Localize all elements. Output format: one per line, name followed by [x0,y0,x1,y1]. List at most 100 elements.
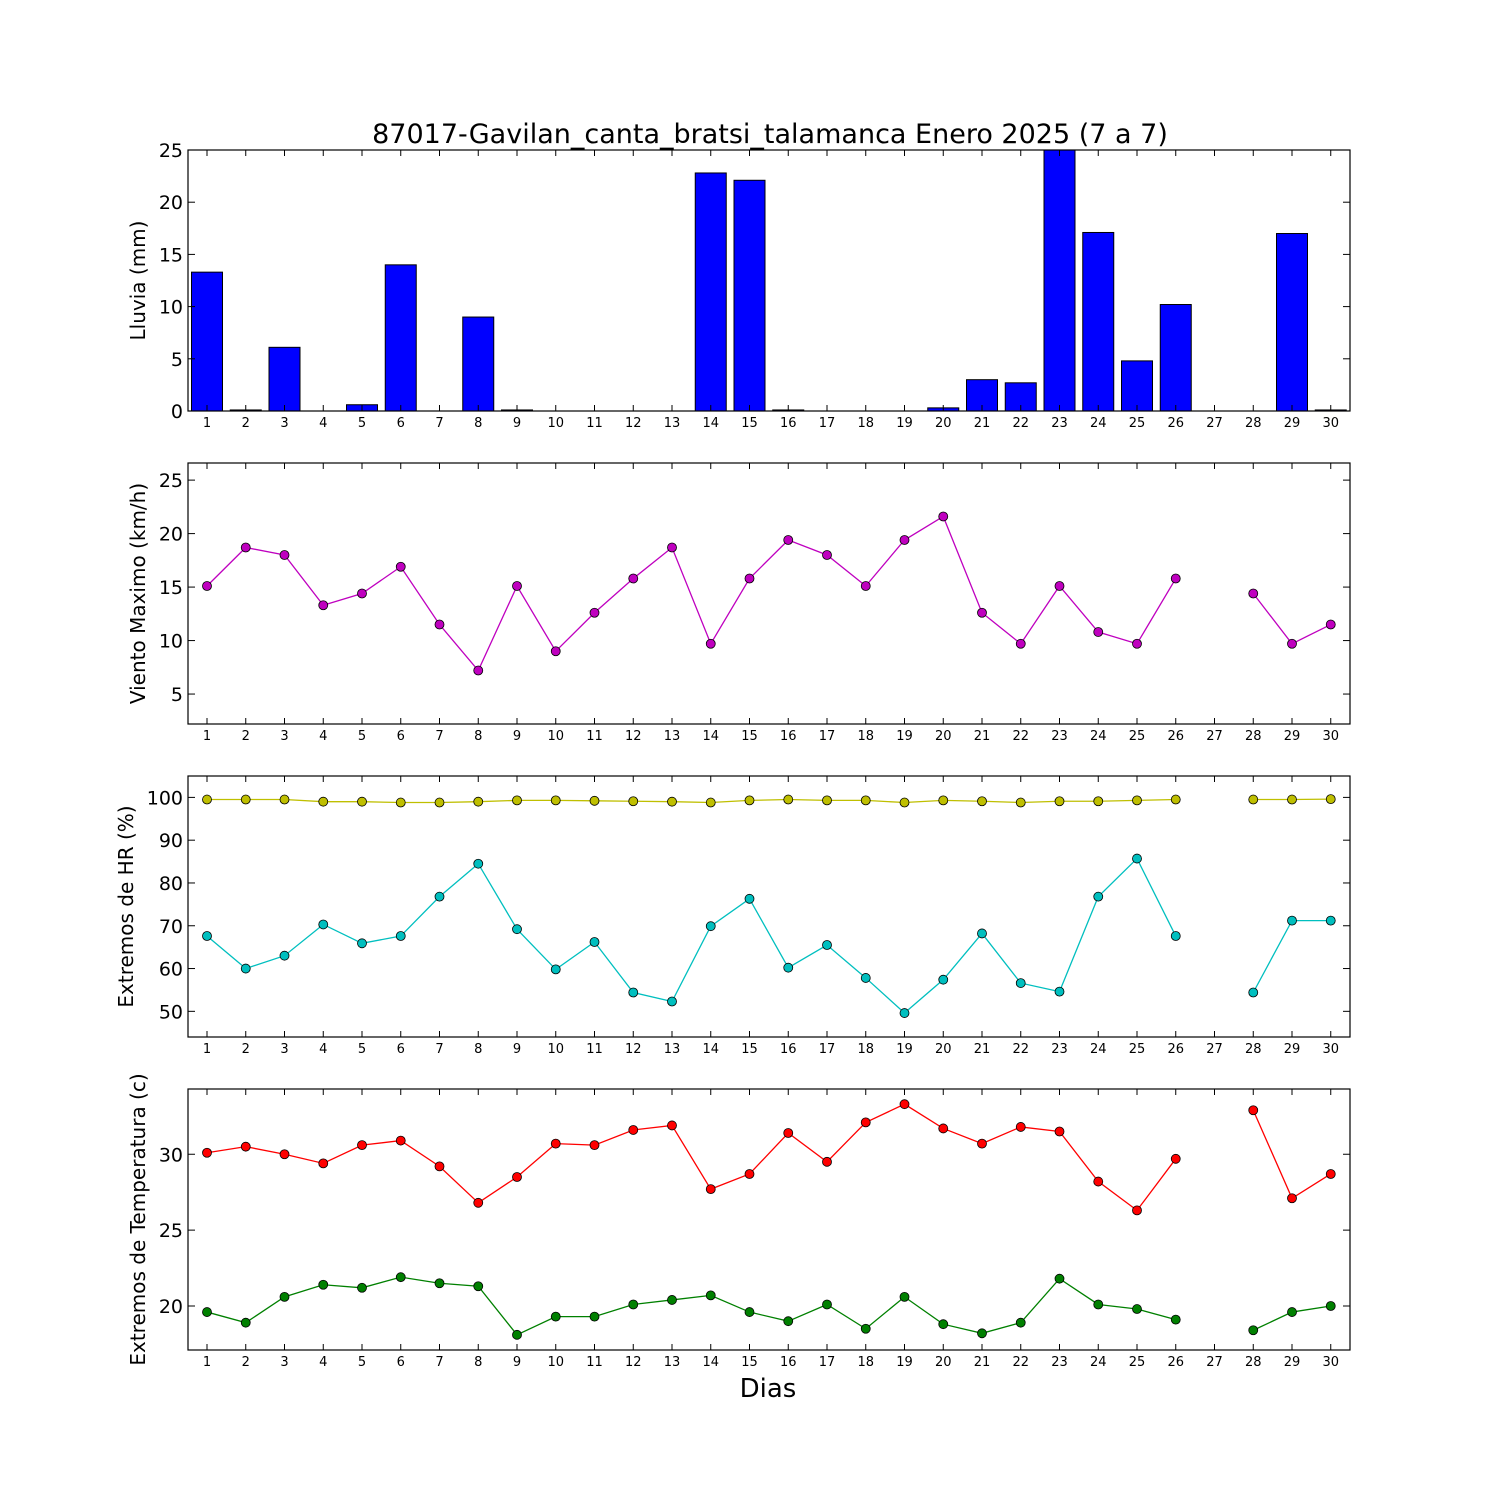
hr-hr_max-line-segment [207,798,1176,804]
temp-temp_min-point-day-13 [667,1295,677,1305]
temp-temp_min-point-day-2 [240,1317,251,1328]
hr-hr_min-point-day-28 [1248,987,1259,998]
wind-wind-point-day-23 [1054,581,1065,591]
hr-xtick-label: 4 [319,1042,327,1057]
temp-temp_max-point-day-8 [473,1197,484,1208]
hr-xtick-label: 15 [741,1042,758,1057]
temp-temp_max-point-day-6 [395,1135,406,1146]
hr-xtick-label: 18 [857,1042,874,1057]
hr-hr_max-point-day-25 [1132,795,1142,806]
hr-hr_max-point-day-13 [667,796,677,807]
temp-xtick-label: 11 [586,1355,603,1370]
hr-hr_min-point-day-4 [318,919,329,930]
wind-wind-point-day-6 [395,561,406,572]
hr-hr_max-point-day-30 [1325,794,1336,805]
rain-xtick-label: 26 [1167,416,1184,431]
rain-xtick-label: 11 [586,416,603,431]
rain-xtick-label: 22 [1012,416,1029,431]
hr-hr_min-point-day-14 [705,921,716,932]
wind-wind-point-day-11 [589,607,600,618]
temp-temp_max-point-day-2 [240,1141,251,1152]
temp-temp_max-point-day-28 [1248,1105,1259,1116]
hr-xtick-label: 25 [1129,1042,1146,1057]
wind-wind-point-day-22 [1015,638,1026,649]
temp-xtick-label: 28 [1245,1355,1262,1370]
rain-bar-day-14 [694,172,727,412]
hr-xtick-label: 9 [513,1042,521,1057]
wind-wind-point-day-3 [279,550,290,560]
temp-xtick-label: 13 [664,1355,681,1370]
hr-hr_min-point-day-17 [822,940,832,950]
wind-xtick-label: 18 [857,729,874,744]
hr-hr_max-point-day-28 [1248,794,1259,805]
temp-temp_max-point-day-20 [938,1123,949,1134]
temp-xtick-label: 4 [319,1355,327,1370]
wind-wind-line-segment [1252,593,1332,645]
temp-temp_min-point-day-7 [434,1278,445,1289]
wind-xtick-label: 27 [1206,729,1223,744]
temp-temp_min-point-day-21 [977,1328,987,1339]
wind-wind-point-day-25 [1132,638,1142,649]
temp-axes-frame [187,1088,1351,1351]
rain-xtick-label: 24 [1090,416,1107,431]
rain-bar-day-26 [1159,304,1192,412]
temp-temp_max-point-day-21 [977,1138,987,1149]
hr-hr_max-point-day-23 [1054,796,1065,807]
hr-hr_max-point-day-15 [744,795,755,806]
wind-wind-point-day-29 [1287,638,1297,649]
temp-temp_min-point-day-6 [395,1272,406,1283]
temp-xtick-label: 22 [1012,1355,1029,1370]
rain-ytick-label: 10 [159,297,183,319]
temp-temp_max-point-day-5 [357,1140,367,1151]
hr-ytick-label: 70 [159,916,183,938]
wind-wind-point-day-2 [240,542,251,553]
wind-wind-point-day-7 [434,619,445,630]
hr-hr_min-point-day-1 [202,931,212,941]
wind-wind-point-day-24 [1093,627,1104,637]
wind-y-axis-label: Viento Maximo (km/h) [126,483,150,704]
wind-ytick-label: 20 [159,524,183,546]
temp-xtick-label: 30 [1322,1355,1339,1370]
wind-xtick-label: 9 [513,729,521,744]
wind-xtick-label: 22 [1012,729,1029,744]
temp-temp_max-point-day-22 [1015,1122,1026,1132]
hr-xtick-label: 22 [1012,1042,1029,1057]
hr-hr_min-point-day-6 [395,931,406,941]
temp-temp_min-point-day-9 [512,1329,522,1340]
hr-xtick-label: 6 [397,1042,405,1057]
temp-temp_max-point-day-15 [744,1169,755,1179]
temp-temp_max-point-day-16 [783,1128,794,1138]
temp-temp_max-point-day-18 [860,1117,871,1128]
wind-xtick-label: 17 [819,729,836,744]
rain-bar-day-8 [462,316,495,412]
hr-hr_max-point-day-21 [977,796,987,807]
temp-temp_max-point-day-7 [434,1161,445,1172]
temp-temp_max-line-segment [206,1103,1177,1212]
hr-hr_min-point-day-15 [744,893,755,904]
hr-xtick-label: 11 [586,1042,603,1057]
wind-xtick-label: 12 [625,729,642,744]
rain-xtick-label: 14 [702,416,719,431]
temp-xtick-label: 25 [1129,1355,1146,1370]
hr-xtick-label: 14 [702,1042,719,1057]
hr-axes-frame [187,775,1351,1038]
hr-hr_max-point-day-20 [938,795,949,806]
wind-wind-point-day-16 [783,535,794,545]
hr-hr_min-point-day-24 [1093,891,1104,902]
hr-hr_max-point-day-3 [279,794,290,805]
wind-xtick-label: 4 [319,729,327,744]
temp-ytick-label: 20 [159,1296,183,1318]
temp-temp_min-point-day-24 [1093,1299,1104,1310]
wind-wind-point-day-12 [628,573,639,584]
wind-xtick-label: 6 [397,729,405,744]
wind-axes-frame [187,462,1351,725]
hr-xtick-label: 16 [780,1042,797,1057]
wind-wind-point-day-14 [705,638,716,649]
wind-xtick-label: 30 [1322,729,1339,744]
wind-xtick-label: 1 [203,729,211,744]
wind-xtick-label: 29 [1284,729,1301,744]
rain-xtick-label: 18 [857,416,874,431]
hr-ytick-label: 50 [159,1001,183,1023]
